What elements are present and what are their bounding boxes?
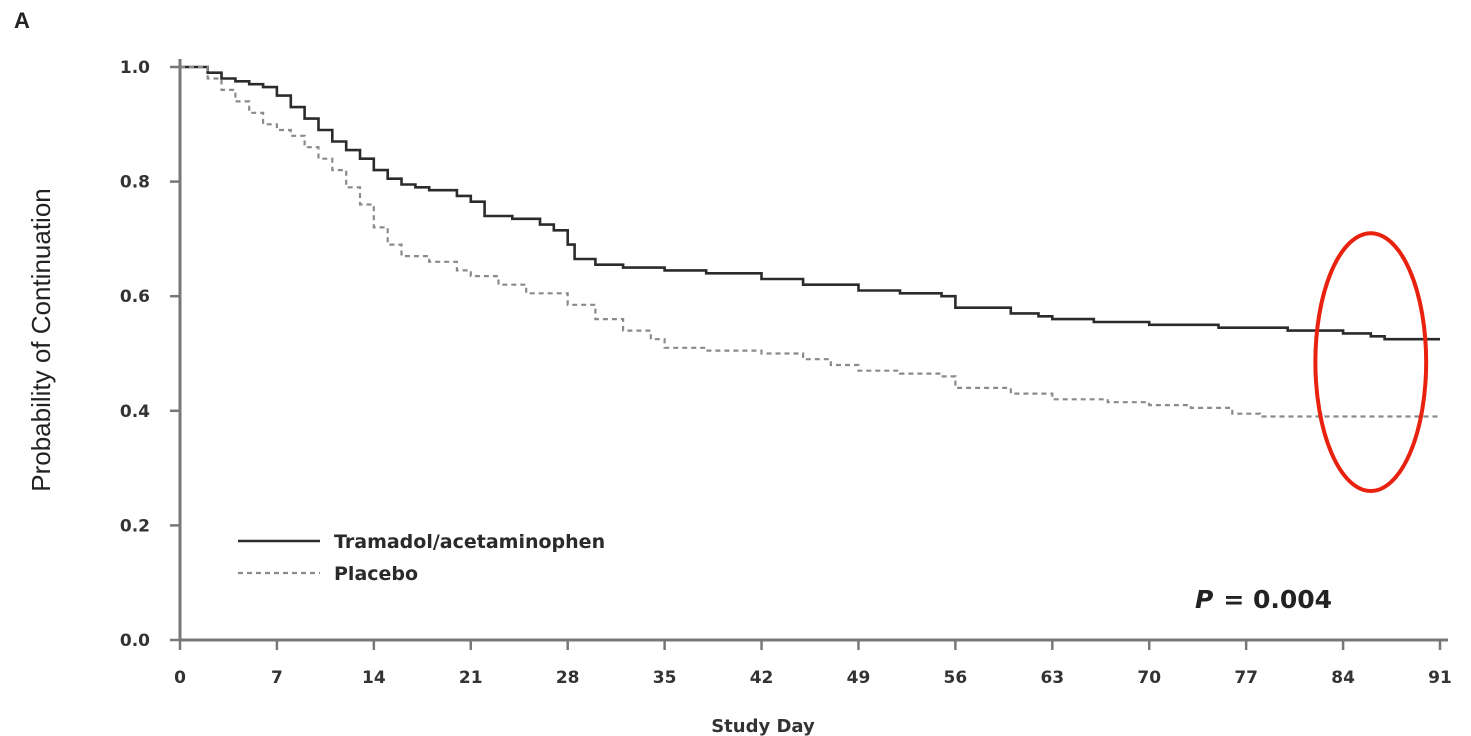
x-tick-label: 7 [271,668,283,688]
x-tick-label: 14 [362,668,386,688]
p-value-label: P [1195,585,1213,614]
highlight-ellipse [1313,231,1429,493]
legend-label-placebo: Placebo [334,563,418,585]
x-tick-label: 84 [1331,668,1355,688]
y-tick-label: 0.6 [120,287,150,307]
x-tick-label: 91 [1428,668,1452,688]
x-tick-label: 28 [556,668,580,688]
x-tick-label: 21 [459,668,483,688]
y-tick-label: 0.8 [120,173,150,193]
y-axis-title: Probability of Continuation [26,188,56,492]
y-tick-label: 1.0 [120,58,150,78]
x-tick-label: 35 [653,668,677,688]
series-line-placebo [180,65,1440,418]
x-tick-label: 63 [1040,668,1064,688]
x-tick-label: 0 [174,668,186,688]
y-tick-label: 0.2 [120,516,150,536]
y-tick-label: 0.0 [120,631,150,651]
x-tick-label: 49 [847,668,871,688]
y-tick-label: 0.4 [120,402,150,422]
x-tick-label: 77 [1234,668,1258,688]
p-value-text: = 0.004 [1223,585,1332,614]
x-tick-label: 70 [1137,668,1161,688]
panel-label: A [14,8,30,33]
legend: Tramadol/acetaminophen Placebo [238,531,605,585]
x-axis-title: Study Day [711,716,815,736]
series-layer [180,65,1440,418]
axes: 0.0 0.2 0.4 0.6 0.8 1.0 0 7 14 21 28 35 42 49 56 63 70 77… [120,58,1452,688]
series-line-tramadol-acetaminophen [180,65,1440,341]
p-value-annotation: P = 0.004 [1195,585,1332,614]
x-tick-label: 42 [750,668,774,688]
x-tick-label: 56 [944,668,968,688]
legend-label-tramadol: Tramadol/acetaminophen [334,531,605,553]
